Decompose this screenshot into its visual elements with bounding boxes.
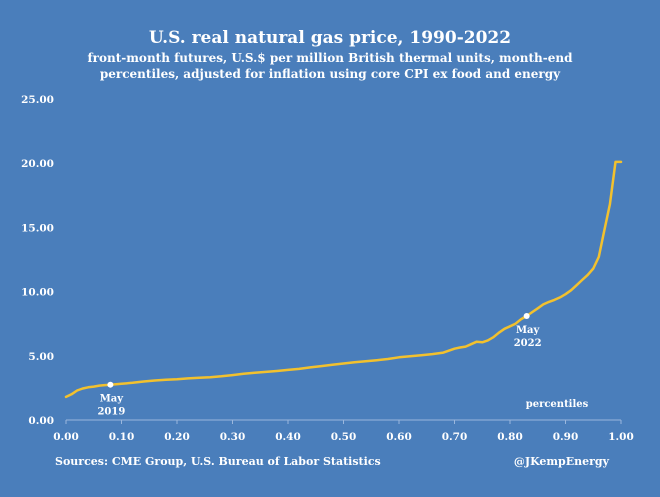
x-tick-label: 0.80 [497,431,523,443]
y-tick-label: 0.00 [28,415,54,427]
x-tick-label: 1.00 [608,431,634,443]
x-tick-label: 0.00 [53,431,79,443]
credit-note: @JKempEnergy [514,455,610,468]
y-tick-label: 5.00 [28,351,54,363]
annotation-point [107,381,114,388]
y-tick-label: 10.00 [21,287,54,299]
chart-title: U.S. real natural gas price, 1990-2022 [149,28,511,48]
x-tick-label: 0.30 [220,431,246,443]
x-tick-label: 0.60 [386,431,412,443]
x-axis-ticks: 0.00 0.10 0.20 0.30 0.40 0.50 0.60 0.70 0.80 0.90… [53,420,634,443]
x-tick-label: 0.50 [331,431,357,443]
chart-subtitle-line2: percentiles, adjusted for inflation usin… [100,67,561,81]
annotations: May 2019 May 2022 [97,312,542,418]
series-line-real-natural-gas-price [64,160,623,399]
x-tick-label: 0.10 [109,431,135,443]
source-note: Sources: CME Group, U.S. Bureau of Labor… [55,455,381,468]
annotation-point [523,312,530,319]
annotation-label: May [100,394,125,405]
x-tick-label: 0.40 [275,431,301,443]
y-axis-ticks: 0.00 5.00 10.00 15.00 20.00 25.00 [21,94,54,427]
x-tick-label: 0.70 [442,431,468,443]
chart-subtitle-line1: front-month futures, U.S.$ per million B… [88,51,574,65]
x-tick-label: 0.90 [553,431,579,443]
annotation-label: 2022 [514,338,542,349]
annotation-label: 2019 [97,407,125,418]
x-tick-label: 0.20 [164,431,190,443]
x-axis-label: percentiles [526,399,589,410]
y-tick-label: 15.00 [21,222,54,234]
y-tick-label: 25.00 [21,94,54,106]
annotation-label: May [516,325,541,336]
y-tick-label: 20.00 [21,158,54,170]
